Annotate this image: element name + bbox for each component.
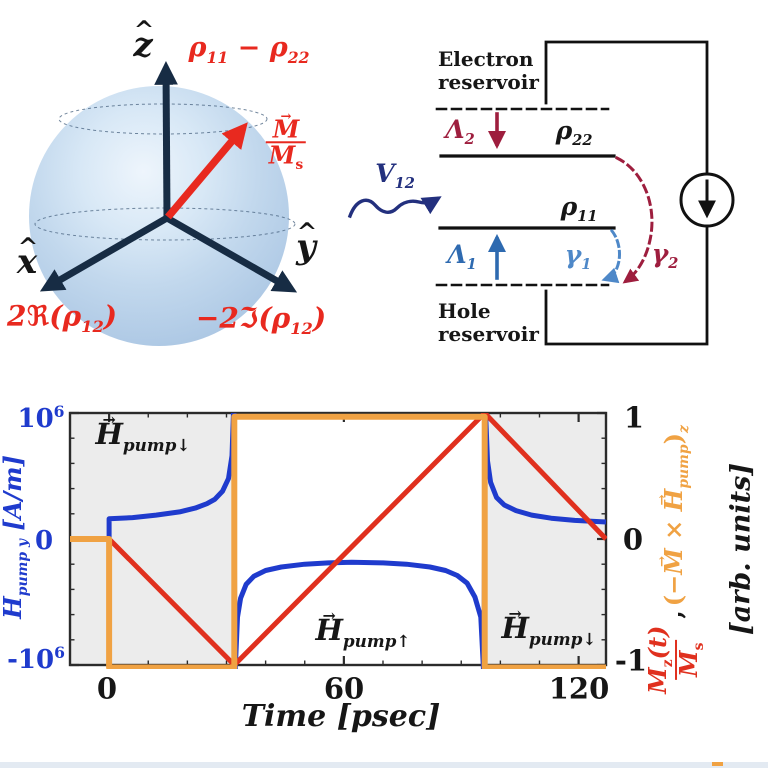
v12-photon-squiggle <box>347 196 442 219</box>
y-left-tick-top: 106 <box>17 402 65 434</box>
y-hat-label: ^ y <box>296 217 318 267</box>
vector-arrow-icon: → <box>280 109 292 125</box>
series-H_pump_y <box>70 413 607 669</box>
rho22-label: ρ22 <box>555 115 593 149</box>
y-right-tick-bottom: -1 <box>614 643 648 678</box>
hat-icon: ^ <box>17 232 39 262</box>
hole-reservoir-label: Hole reservoir <box>438 299 539 346</box>
lambda1-label: Λ1 <box>447 239 477 273</box>
h-pump-up-annotation-middle: → Hpump↑ <box>315 605 411 651</box>
y-left-tick-zero: 0 <box>34 525 54 556</box>
im-rho12-label: −2ℑ(ρ12) <box>195 301 327 339</box>
gamma2-decay-arc <box>614 155 654 284</box>
hat-icon: ^ <box>133 15 155 45</box>
chart-shaded-regions <box>70 413 606 665</box>
rho-difference-label: ρ11 − ρ22 <box>188 32 310 67</box>
x-tick-60: 60 <box>323 671 365 706</box>
vector-arrow-icon: → <box>654 555 670 568</box>
h-pump-down-annotation-left: → Hpump↓ <box>95 409 191 455</box>
y-left-axis-label: Hpump y [A/m] <box>0 455 31 619</box>
bottom-edge-strip <box>0 762 768 768</box>
h-pump-down-annotation-right: → Hpump↓ <box>501 603 597 649</box>
y-axis-arrow <box>165 214 298 293</box>
magnetization-fraction-label: → M Ms <box>265 110 307 173</box>
rho11-label: ρ11 <box>560 191 598 225</box>
vector-arrow-icon: → <box>508 603 522 623</box>
arb-units-label: [arb. units] <box>725 462 757 636</box>
y-right-axis-label: Mz(t) Ms ,(− → M × → Hpump)z <box>643 425 707 697</box>
level-diagram <box>347 40 735 346</box>
re-rho12-label: 2ℜ(ρ12) <box>7 299 117 337</box>
y-right-tick-top: 1 <box>623 400 645 435</box>
magnetization-arrow <box>165 122 248 220</box>
chart <box>68 411 608 669</box>
x-tick-120: 120 <box>548 671 610 706</box>
z-hat-label: ^ z <box>133 15 155 65</box>
vector-arrow-icon: → <box>654 494 670 506</box>
x-axis-arrow <box>39 214 169 292</box>
vector-arrow-icon: → <box>102 409 116 429</box>
electron-reservoir-label: Electron reservoir <box>438 47 539 94</box>
vector-arrow-icon: → <box>322 605 336 625</box>
x-axis-label: Time [psec] <box>241 699 441 734</box>
hat-icon: ^ <box>296 217 318 247</box>
y-left-tick-bottom: -106 <box>7 643 65 675</box>
y-right-tick-zero: 0 <box>622 522 644 557</box>
v12-label: V12 <box>375 158 415 192</box>
x-tick-0: 0 <box>96 671 118 706</box>
z-axis-arrow <box>154 61 179 219</box>
lambda2-label: Λ2 <box>445 114 475 148</box>
bloch-sphere <box>29 61 298 346</box>
bottom-edge-orange-mark <box>712 762 723 766</box>
x-hat-label: ^ x <box>16 232 39 282</box>
series-neg_M_cross_H_z <box>70 413 606 669</box>
gamma1-label: γ1 <box>564 239 592 273</box>
gamma2-label: γ2 <box>651 238 679 272</box>
chart-curves <box>70 413 607 669</box>
torque-expression: (− → M × → Hpump)z <box>654 425 693 607</box>
gamma1-decay-arc <box>601 228 621 284</box>
mz-over-ms-fraction: Mz(t) Ms <box>643 625 707 694</box>
